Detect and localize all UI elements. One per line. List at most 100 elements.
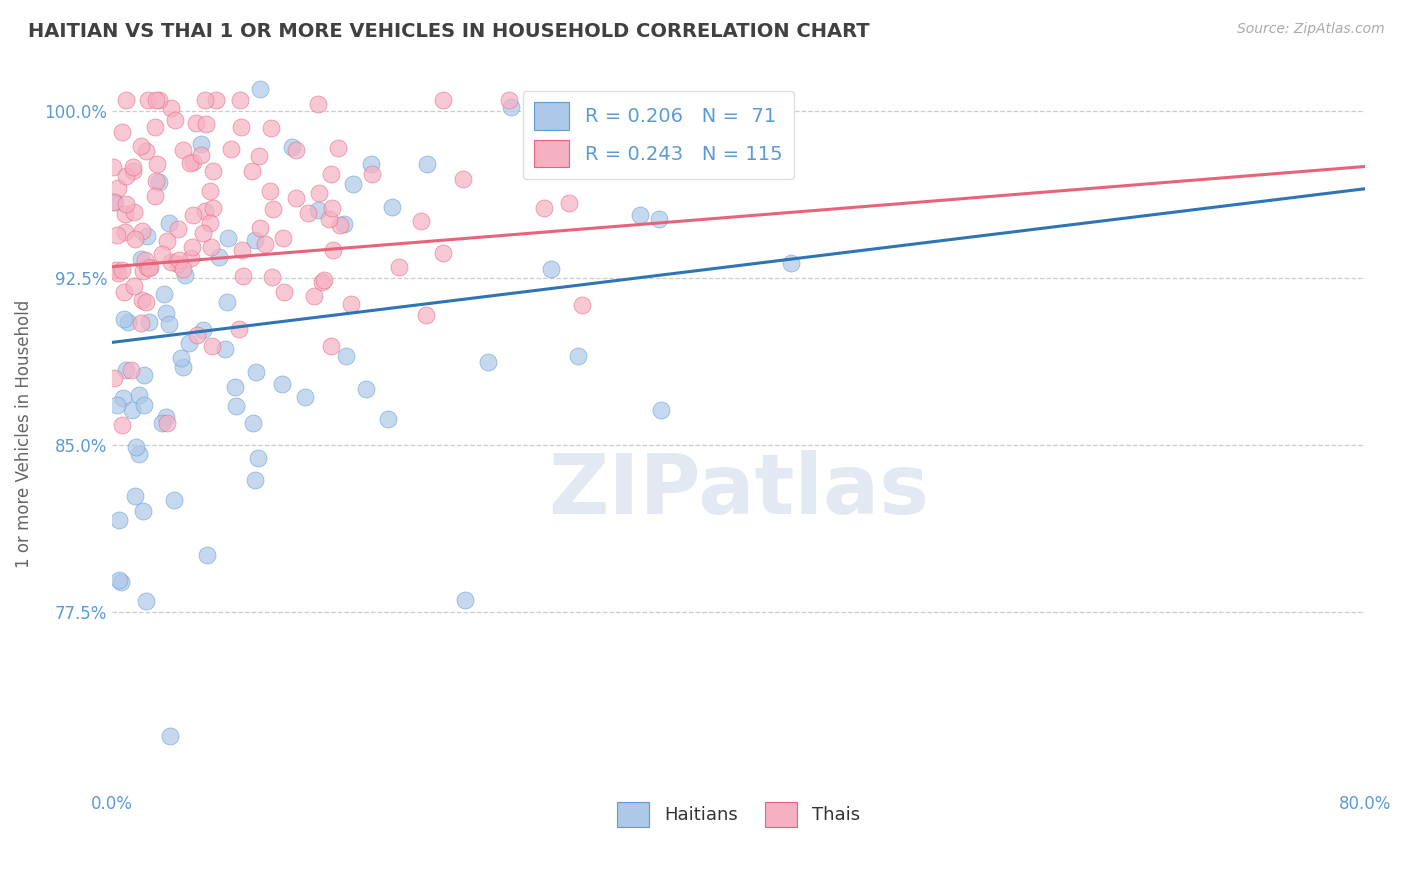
Point: [131, 224, 153, 238]
Point: [135, 594, 157, 608]
Point: [201, 339, 224, 353]
Point: [172, 262, 194, 277]
Point: [107, 266, 129, 280]
Point: [105, 227, 128, 242]
Point: [162, 493, 184, 508]
Point: [181, 155, 204, 169]
Point: [145, 120, 167, 134]
Point: [205, 93, 228, 107]
Point: [200, 240, 222, 254]
Point: [101, 194, 124, 209]
Point: [157, 317, 180, 331]
Point: [242, 416, 264, 430]
Point: [571, 298, 593, 312]
Point: [260, 269, 283, 284]
Point: [120, 362, 142, 376]
Point: [311, 275, 333, 289]
Point: [247, 450, 270, 465]
Point: [326, 140, 349, 154]
Point: [322, 244, 344, 258]
Point: [121, 164, 143, 178]
Point: [321, 201, 343, 215]
Point: [198, 216, 221, 230]
Point: [249, 81, 271, 95]
Point: [143, 188, 166, 202]
Point: [249, 221, 271, 235]
Point: [180, 239, 202, 253]
Point: [111, 263, 134, 277]
Point: [558, 196, 581, 211]
Point: [195, 548, 218, 562]
Point: [245, 365, 267, 379]
Point: [108, 573, 131, 587]
Point: [138, 93, 160, 107]
Point: [160, 255, 183, 269]
Y-axis label: 1 or more Vehicles in Household: 1 or more Vehicles in Household: [15, 300, 32, 568]
Point: [285, 191, 308, 205]
Point: [114, 226, 136, 240]
Point: [184, 116, 207, 130]
Point: [225, 399, 247, 413]
Point: [128, 387, 150, 401]
Point: [194, 203, 217, 218]
Point: [136, 260, 159, 275]
Point: [415, 308, 437, 322]
Point: [572, 161, 595, 176]
Point: [243, 474, 266, 488]
Point: [129, 316, 152, 330]
Text: Source: ZipAtlas.com: Source: ZipAtlas.com: [1237, 22, 1385, 37]
Point: [117, 315, 139, 329]
Point: [124, 489, 146, 503]
Point: [124, 279, 146, 293]
Point: [308, 186, 330, 200]
Point: [377, 412, 399, 426]
Point: [498, 93, 520, 107]
Point: [172, 359, 194, 374]
Point: [381, 200, 404, 214]
Point: [335, 349, 357, 363]
Point: [254, 237, 277, 252]
Point: [775, 93, 797, 107]
Point: [208, 250, 231, 264]
Point: [160, 101, 183, 115]
Point: [540, 262, 562, 277]
Point: [148, 175, 170, 189]
Point: [285, 143, 308, 157]
Point: [215, 295, 238, 310]
Point: [135, 294, 157, 309]
Point: [214, 342, 236, 356]
Point: [432, 246, 454, 260]
Point: [190, 148, 212, 162]
Point: [314, 272, 336, 286]
Point: [115, 169, 138, 184]
Point: [167, 256, 190, 270]
Point: [156, 235, 179, 249]
Point: [229, 120, 252, 134]
Point: [172, 143, 194, 157]
Point: [174, 268, 197, 283]
Point: [194, 117, 217, 131]
Point: [307, 97, 329, 112]
Point: [232, 268, 254, 283]
Point: [138, 314, 160, 328]
Point: [110, 574, 132, 589]
Point: [360, 157, 382, 171]
Point: [129, 252, 152, 267]
Point: [453, 593, 475, 607]
Point: [201, 164, 224, 178]
Point: [191, 323, 214, 337]
Point: [416, 157, 439, 171]
Point: [260, 121, 283, 136]
Point: [167, 222, 190, 236]
Point: [224, 380, 246, 394]
Point: [135, 229, 157, 244]
Point: [297, 206, 319, 220]
Point: [271, 230, 294, 244]
Point: [281, 139, 304, 153]
Point: [247, 149, 270, 163]
Point: [128, 446, 150, 460]
Point: [129, 138, 152, 153]
Point: [108, 513, 131, 527]
Point: [194, 93, 217, 107]
Point: [321, 339, 343, 353]
